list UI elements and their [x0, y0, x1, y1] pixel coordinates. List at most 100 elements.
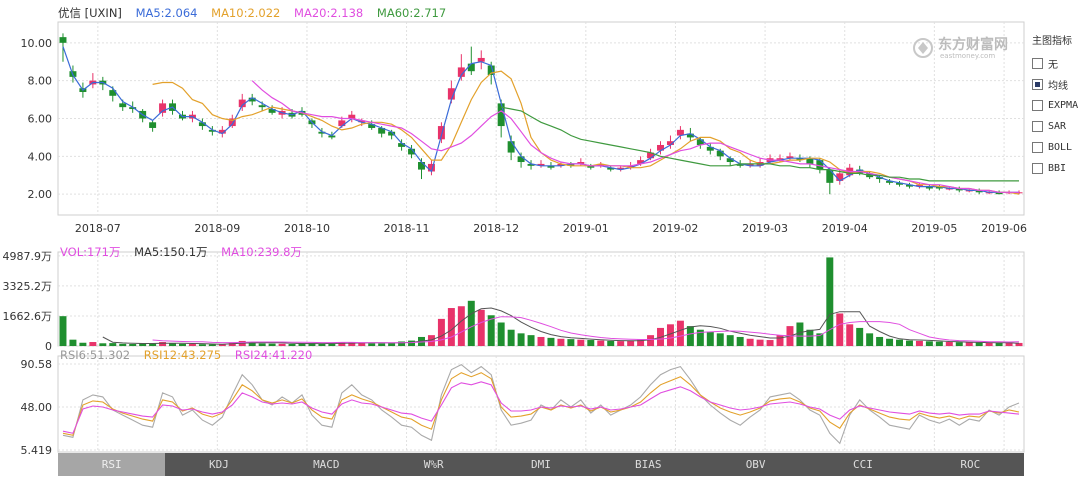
- candle-body: [59, 37, 67, 43]
- volume-bar: [846, 324, 854, 346]
- volume-bar: [109, 343, 117, 346]
- candle-body: [228, 118, 236, 127]
- volume-bar: [666, 324, 674, 346]
- volume-bar: [308, 343, 316, 346]
- rsi-legend: RSI6:51.302 RSI12:43.275 RSI24:41.220: [60, 348, 322, 362]
- tab-wr[interactable]: W%R: [423, 458, 444, 471]
- volume-bar: [517, 333, 525, 346]
- volume-bar: [756, 339, 764, 346]
- volume-bar: [796, 322, 804, 346]
- volume-bar: [99, 343, 107, 346]
- candle-body: [577, 162, 585, 164]
- option-expma[interactable]: EXPMA: [1032, 95, 1080, 116]
- checkbox-ma[interactable]: [1032, 79, 1043, 90]
- tab-dmi[interactable]: DMI: [531, 458, 551, 471]
- volume-bar: [218, 344, 226, 346]
- tab-roc[interactable]: ROC: [960, 458, 981, 471]
- tab-rsi[interactable]: RSI: [58, 453, 166, 476]
- x-tick-label: 2019-04: [822, 222, 868, 235]
- volume-bar: [178, 343, 186, 346]
- volume-bar: [925, 341, 933, 346]
- option-label: EXPMA: [1048, 100, 1079, 111]
- volume-bar: [736, 336, 744, 346]
- candle-body: [716, 150, 724, 157]
- rsi-line-rsi24: [62, 381, 1020, 434]
- tab-macd[interactable]: MACD: [313, 458, 340, 471]
- candle-body: [238, 99, 246, 108]
- volume-bar: [268, 343, 276, 346]
- volume-bar: [816, 333, 824, 346]
- candle-body: [119, 103, 127, 108]
- option-label: BOLL: [1048, 142, 1073, 153]
- sidebar-title: 主图指标: [1032, 36, 1072, 47]
- indicator-sidebar: 主图指标 无 均线 EXPMA SAR BOLL BBI: [1032, 32, 1080, 179]
- volume-bar: [427, 335, 435, 346]
- rsi-line-rsi12: [62, 372, 1020, 436]
- candle-body: [995, 192, 1003, 195]
- volume-bar: [806, 329, 814, 346]
- option-bbi[interactable]: BBI: [1032, 158, 1080, 179]
- rsi12-legend: RSI12:43.275: [143, 348, 222, 362]
- volume-bar: [358, 343, 366, 346]
- watermark: 东方财富网 eastmoney.com: [912, 34, 1022, 64]
- volume-bar: [378, 343, 386, 346]
- candle-body: [557, 163, 565, 166]
- volume-bar: [915, 340, 923, 346]
- volume-bar: [119, 343, 127, 346]
- volume-bar: [955, 342, 963, 346]
- volume-bar: [557, 338, 565, 346]
- candle-body: [587, 165, 595, 168]
- volume-bar: [577, 339, 585, 346]
- candle-body: [248, 97, 256, 102]
- volume-bar: [617, 341, 625, 346]
- ticker-label: 优信 [UXIN]: [58, 6, 122, 20]
- candle-body: [886, 180, 894, 183]
- volume-bar: [856, 327, 864, 346]
- volume-bar: [198, 344, 206, 346]
- candle-body: [706, 146, 714, 151]
- candle-body: [905, 184, 913, 187]
- candle-body: [915, 184, 923, 187]
- volume-bar: [149, 343, 157, 346]
- volume-bar: [258, 343, 266, 346]
- checkbox-none[interactable]: [1032, 58, 1043, 69]
- tab-bias[interactable]: BIAS: [635, 458, 662, 471]
- y-tick-label: 48.00: [21, 401, 53, 414]
- candle-body: [487, 65, 495, 75]
- option-ma[interactable]: 均线: [1032, 74, 1080, 95]
- checkbox-boll[interactable]: [1032, 142, 1043, 153]
- candle-body: [149, 122, 157, 128]
- option-sar[interactable]: SAR: [1032, 116, 1080, 137]
- checkbox-bbi[interactable]: [1032, 163, 1043, 174]
- candle-body: [796, 158, 804, 161]
- volume-bar: [1005, 342, 1013, 346]
- volume-bar: [298, 343, 306, 346]
- ma-line-ma60: [501, 106, 1019, 182]
- volume-bar: [567, 339, 575, 346]
- candle-body: [497, 103, 505, 127]
- y-tick-label: 90.58: [21, 358, 53, 371]
- ma5-legend: MA5:2.064: [135, 6, 198, 20]
- candle-body: [746, 163, 754, 166]
- checkbox-expma[interactable]: [1032, 100, 1043, 111]
- volume-bar: [686, 326, 694, 346]
- volume-bar: [527, 335, 535, 346]
- ma-line-ma20: [251, 80, 1019, 193]
- volume-bar: [497, 322, 505, 346]
- volume-bar: [288, 344, 296, 346]
- rsi6-legend: RSI6:51.302: [60, 348, 131, 362]
- candle-body: [786, 156, 794, 159]
- candle-body: [527, 163, 535, 166]
- tab-kdj[interactable]: KDJ: [209, 458, 229, 471]
- checkbox-sar[interactable]: [1032, 121, 1043, 132]
- option-none[interactable]: 无: [1032, 53, 1080, 74]
- tab-obv[interactable]: OBV: [745, 458, 766, 471]
- volume-bar: [706, 331, 714, 346]
- volume-bar: [437, 318, 445, 346]
- tab-cci[interactable]: CCI: [853, 458, 873, 471]
- option-boll[interactable]: BOLL: [1032, 137, 1080, 158]
- volume-bar: [368, 343, 376, 346]
- volume-bar: [1015, 342, 1023, 346]
- volume-bar: [79, 342, 87, 346]
- vol-ma5-legend: MA5:150.1万: [134, 245, 208, 259]
